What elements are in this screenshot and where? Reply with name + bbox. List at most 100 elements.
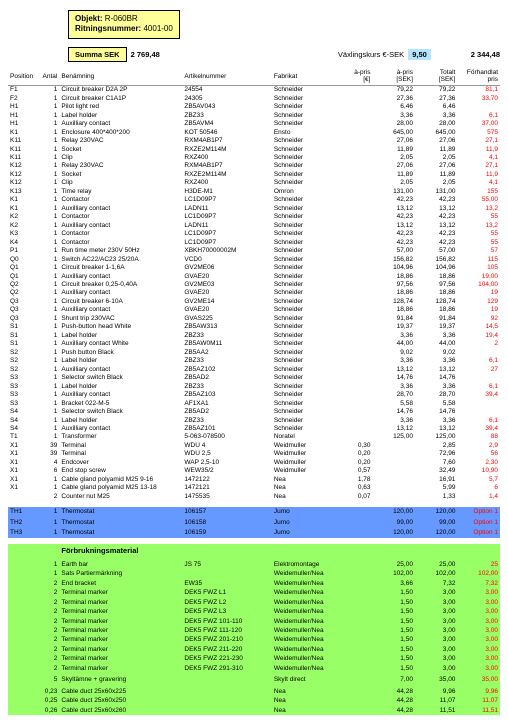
cell: 120,00 xyxy=(415,507,457,517)
cell: Schneider xyxy=(272,357,337,365)
cell: Relay 230VAC xyxy=(59,137,182,145)
table-row: 2Terminal markerDEK5 FWZ 201-210Weidemul… xyxy=(8,635,500,644)
cell: S3 xyxy=(8,374,38,382)
table-row: H11Pilot light redZB5AV043Schneider6,466… xyxy=(8,103,500,111)
cell xyxy=(337,264,373,272)
cell: 1 xyxy=(38,408,59,416)
cell: ZB5AV043 xyxy=(182,103,271,111)
cell: Weidemuller/Nea xyxy=(272,626,337,635)
cell: 25 xyxy=(457,560,500,569)
table-row: K31ContactorLC1D09P7Schneider42,2342,235… xyxy=(8,230,500,238)
cell: Cable gland polyamid M25 13-18 xyxy=(59,484,182,492)
cell: 2 xyxy=(38,635,59,644)
cell: ZB5AZ103 xyxy=(182,391,271,399)
cell: 1,50 xyxy=(372,626,414,635)
cell xyxy=(337,289,373,297)
cell: Shunt trip 230VAC xyxy=(59,314,182,322)
cell xyxy=(457,374,500,382)
cell: Noratel xyxy=(272,433,337,441)
cell: X1 xyxy=(8,450,38,458)
cell: 13,12 xyxy=(415,424,457,432)
cell: Schneider xyxy=(272,213,337,221)
cell: Selector switch Black xyxy=(59,408,182,416)
cell: 24554 xyxy=(182,85,271,94)
cell xyxy=(337,281,373,289)
table-row: K111Relay 230VACRXM4AB1P7Schneider27,062… xyxy=(8,137,500,145)
cell: X1 xyxy=(8,441,38,449)
cell: Circuit breaker D2A 2P xyxy=(59,85,182,94)
cell xyxy=(372,492,414,500)
object-header: Objekt: R-060BR Ritningsnummer: 4001-00 xyxy=(68,10,180,39)
cell xyxy=(337,382,373,390)
cell xyxy=(337,687,373,696)
cell: 156,82 xyxy=(415,255,457,263)
cell: 3,00 xyxy=(457,598,500,607)
cell: 105 xyxy=(457,264,500,272)
cell: 55,00 xyxy=(457,196,500,204)
cell: 1 xyxy=(38,433,59,441)
cell: 19 xyxy=(457,306,500,314)
cell: 27,36 xyxy=(415,94,457,102)
cell: Circuit breaker 0,25-0,40A xyxy=(59,281,182,289)
table-row: 2Terminal markerDEK5 FWZ 211-220Weidemul… xyxy=(8,645,500,654)
cell: Weidmuller xyxy=(272,441,337,449)
cell: Schneider xyxy=(272,289,337,297)
cell xyxy=(372,467,414,475)
cell: X1 xyxy=(8,475,38,483)
cell: 2 xyxy=(38,654,59,663)
table-row: X139TerminalWDU 4Weidmuller0,302,852,9 xyxy=(8,441,500,449)
cell: 9,96 xyxy=(457,687,500,696)
cell: 2 xyxy=(457,340,500,348)
cell: ZB5AW0M11 xyxy=(182,340,271,348)
cell: Schneider xyxy=(272,399,337,407)
cell: ZB5AD2 xyxy=(182,374,271,382)
cell: K12 xyxy=(8,170,38,178)
cell: F1 xyxy=(8,85,38,94)
cell xyxy=(8,607,38,616)
cell: H3DE-M1 xyxy=(182,187,271,195)
cell: 2 xyxy=(38,607,59,616)
cell: 37,00 xyxy=(457,120,500,128)
cell: Terminal marker xyxy=(59,654,182,663)
cell xyxy=(8,706,38,715)
cell: 39 xyxy=(38,450,59,458)
cell: Schneider xyxy=(272,137,337,145)
cell: Auxilliary contact xyxy=(59,120,182,128)
cell: 2 xyxy=(38,645,59,654)
cell: 3,00 xyxy=(457,607,500,616)
cell: Push-button head White xyxy=(59,323,182,331)
cell: 39,4 xyxy=(457,424,500,432)
cell: 1 xyxy=(38,528,59,538)
cell: 3,00 xyxy=(415,626,457,635)
cell: Circuit breaker 1-1,6A xyxy=(59,264,182,272)
cell: 35,00 xyxy=(415,675,457,684)
cell xyxy=(337,230,373,238)
table-row: 2End bracketEW35Weidemuller/Nea3,667,327… xyxy=(8,579,500,588)
table-row: S11Auxilliary contact WhiteZB5AW0M11Schn… xyxy=(8,340,500,348)
cell: 125,00 xyxy=(372,433,414,441)
cell: GV2ME14 xyxy=(182,297,271,305)
cell: S3 xyxy=(8,382,38,390)
table-row: 5Skyltämne + graveringSkylt direct7,0035… xyxy=(8,675,500,684)
cell: 0,23 xyxy=(38,687,59,696)
cell: 44,00 xyxy=(372,340,414,348)
cell: 14,76 xyxy=(372,408,414,416)
cell: 104,96 xyxy=(415,264,457,272)
cell: Terminal marker xyxy=(59,598,182,607)
cell: 24305 xyxy=(182,94,271,102)
cell: 1 xyxy=(38,348,59,356)
table-row: 2Terminal markerDEK5 FWZ 291-310Weidemul… xyxy=(8,664,500,673)
cell: Socket xyxy=(59,145,182,153)
cell: 1 xyxy=(38,94,59,102)
cell: Schneider xyxy=(272,162,337,170)
cell: Terminal xyxy=(59,441,182,449)
cell: 1 xyxy=(38,374,59,382)
cell: 91,84 xyxy=(372,314,414,322)
cell: 3,36 xyxy=(372,331,414,339)
cell: Earth bar xyxy=(59,560,182,569)
cell: S4 xyxy=(8,408,38,416)
table-row: 2Terminal markerDEK5 FWZ 221-230Weidemul… xyxy=(8,654,500,663)
cell: 19,37 xyxy=(415,323,457,331)
cell: DEK5 FWZ 111-120 xyxy=(182,626,271,635)
cell: 0,57 xyxy=(337,467,373,475)
